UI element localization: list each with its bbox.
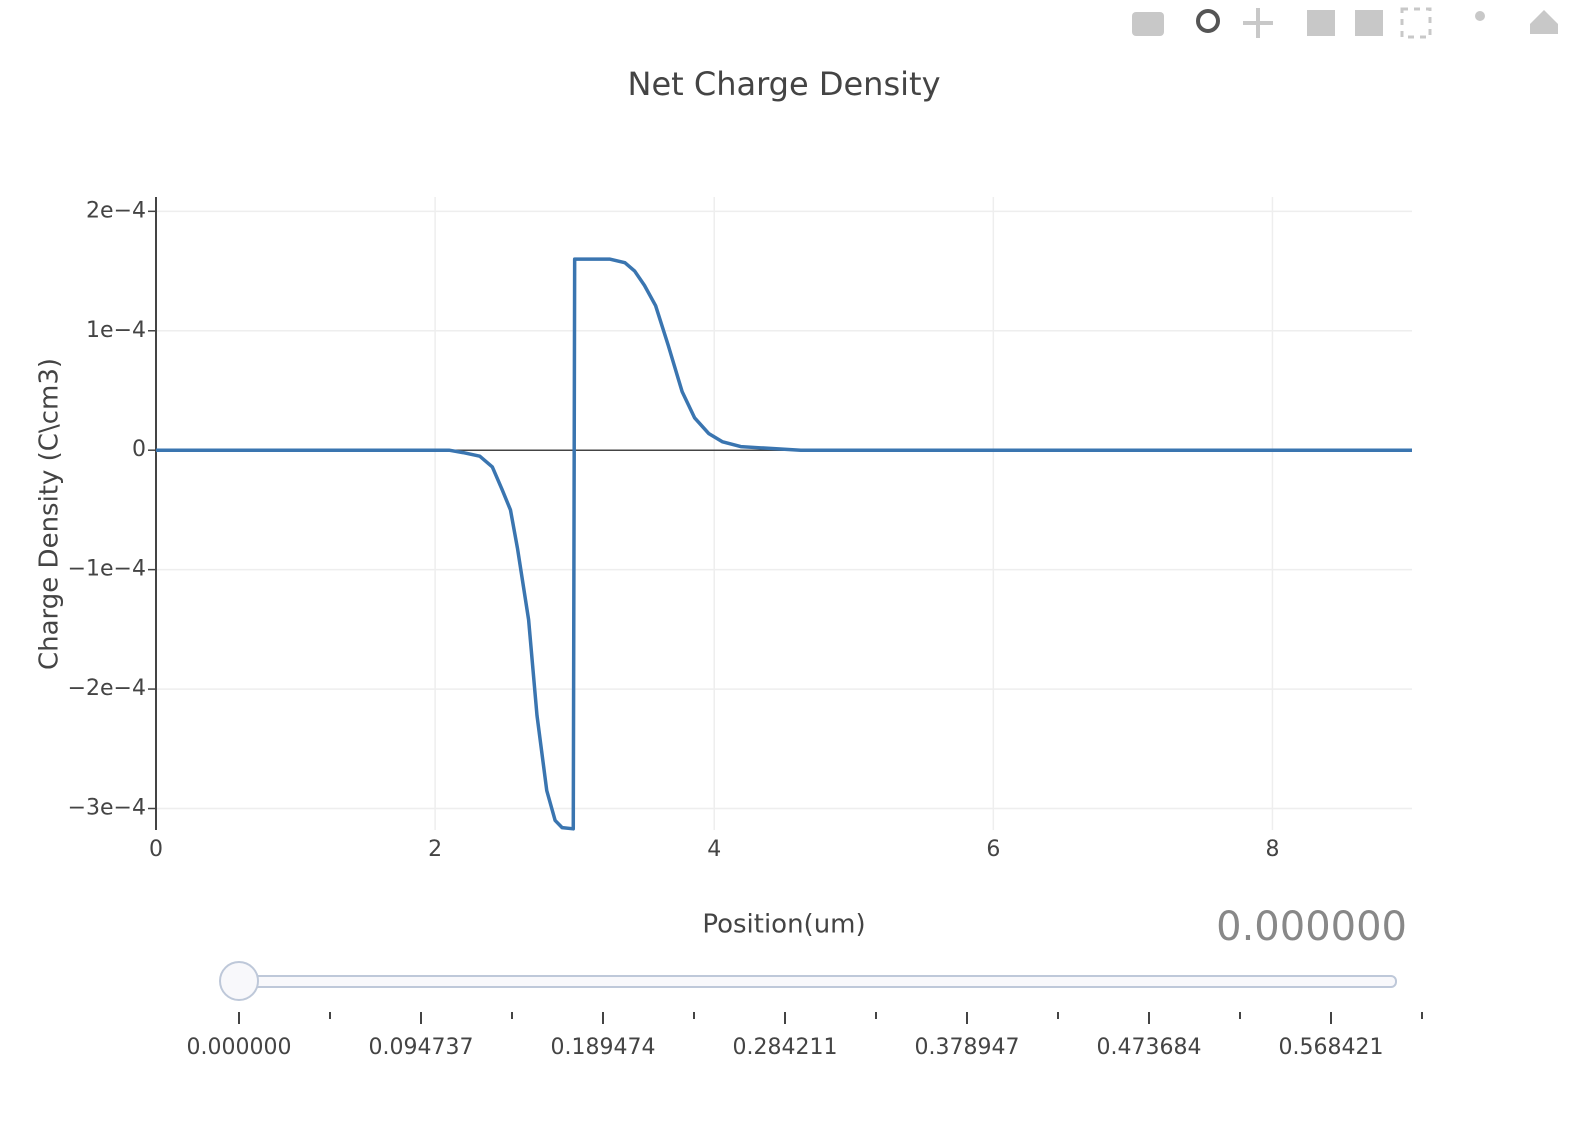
y-tick-label: 2e−4 — [86, 198, 146, 223]
zoom-icon[interactable] — [1196, 9, 1220, 33]
spike-icon[interactable] — [1475, 11, 1485, 21]
x-tick-label: 0 — [149, 837, 163, 862]
y-axis-label: Charge Density (C\cm3) — [35, 358, 65, 670]
y-tick-label: 0 — [132, 437, 146, 462]
home-icon[interactable] — [1530, 10, 1558, 34]
slider-current-value: 0.000000 — [1216, 904, 1407, 950]
y-tick-label: −2e−4 — [68, 676, 146, 701]
slider-tick-label: 0.378947 — [915, 1035, 1020, 1060]
camera-icon[interactable] — [1132, 12, 1164, 36]
slider-tick-label: 0.568421 — [1279, 1035, 1384, 1060]
slider-tick-label: 0.189474 — [551, 1035, 656, 1060]
x-tick-label: 8 — [1265, 837, 1279, 862]
y-tick-label: −1e−4 — [68, 557, 146, 582]
zoom-out-icon[interactable] — [1355, 10, 1383, 36]
x-tick-label: 2 — [428, 837, 442, 862]
toolbar — [1132, 7, 1558, 39]
data-line — [156, 257, 1412, 831]
pan-icon[interactable] — [1243, 8, 1273, 38]
chart-title: Net Charge Density — [628, 65, 941, 103]
slider-tick-label: 0.000000 — [187, 1035, 292, 1060]
x-tick-label: 4 — [707, 837, 721, 862]
autoscale-icon[interactable] — [1400, 7, 1432, 39]
zoom-in-icon[interactable] — [1307, 10, 1335, 36]
slider-handle[interactable] — [219, 961, 259, 1001]
x-tick-label: 6 — [986, 837, 1000, 862]
x-axis-label: Position(um) — [702, 910, 865, 940]
y-tick-label: 1e−4 — [86, 318, 146, 343]
slider-tick-label: 0.094737 — [369, 1035, 474, 1060]
slider-tick-label: 0.284211 — [733, 1035, 838, 1060]
slider-rail[interactable] — [238, 975, 1397, 988]
y-tick-label: −3e−4 — [68, 796, 146, 821]
slider-tick-label: 0.473684 — [1097, 1035, 1202, 1060]
